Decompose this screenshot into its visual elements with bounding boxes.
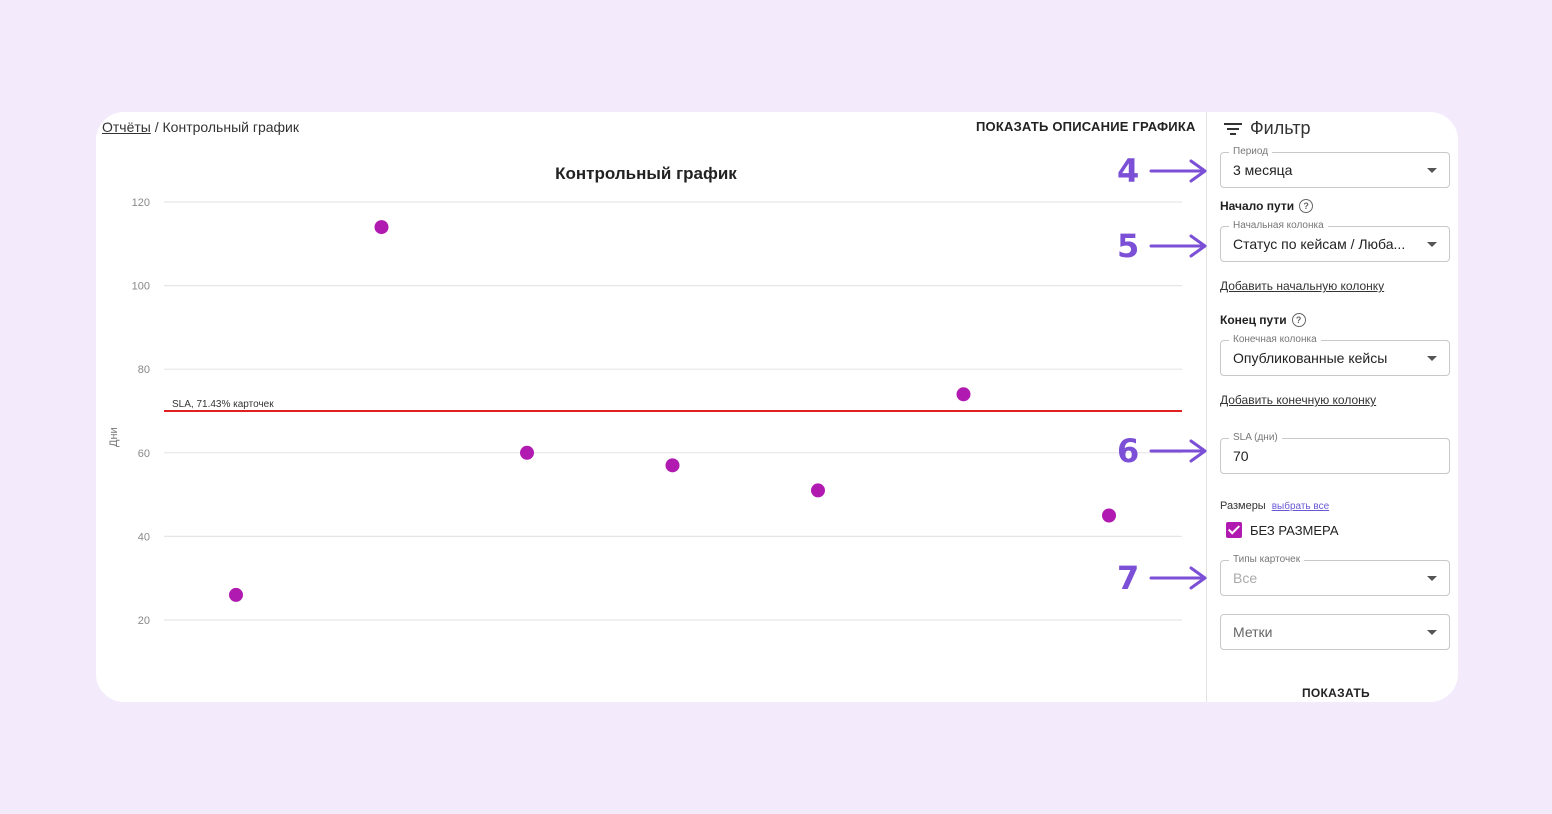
no-size-label: БЕЗ РАЗМЕРА [1250,522,1339,538]
checkbox-checked[interactable] [1226,522,1242,538]
annotation-7: 7 [1117,562,1209,594]
period-value: 3 месяца [1233,162,1293,178]
control-chart: 120 100 80 60 40 20 SLA, 71.43% карточек [132,197,1182,627]
card-types-select[interactable]: Типы карточек Все [1220,554,1450,596]
data-point[interactable] [665,458,680,473]
data-point[interactable] [229,587,243,602]
y-tick-label: 120 [132,197,150,209]
filter-title: Фильтр [1250,118,1311,138]
breadcrumb-reports-link[interactable]: Отчёты [102,119,151,135]
period-select[interactable]: Период 3 месяца [1220,146,1450,188]
arrow-right-icon [1149,234,1207,258]
annotation-6: 6 [1117,435,1209,467]
data-point[interactable] [1102,508,1116,523]
chart-title: Контрольный график [555,164,737,183]
annotation-5: 5 [1117,230,1209,262]
filter-header: Фильтр [1224,118,1310,139]
data-point[interactable] [374,220,389,235]
tags-placeholder: Метки [1233,624,1273,640]
annotation-number: 6 [1117,432,1140,470]
card-types-label: Типы карточек [1229,554,1305,566]
arrow-right-icon [1149,439,1207,463]
data-point[interactable] [956,387,971,402]
show-description-button[interactable]: ПОКАЗАТЬ ОПИСАНИЕ ГРАФИКА [976,119,1196,134]
annotation-4: 4 [1117,155,1209,187]
y-tick-label: 20 [138,615,150,627]
chevron-down-icon [1427,356,1437,361]
end-column-label: Конечная колонка [1229,334,1321,346]
card-types-value: Все [1233,570,1258,586]
breadcrumb-current: Контрольный график [162,119,299,135]
breadcrumb-separator: / [150,119,163,135]
annotation-number: 5 [1117,227,1140,265]
period-label: Период [1229,146,1273,158]
y-tick-label: 80 [138,364,150,376]
chevron-down-icon [1427,630,1437,635]
report-card: Отчёты / Контрольный график ПОКАЗАТЬ ОПИ… [96,112,1458,702]
start-column-label: Начальная колонка [1229,220,1328,232]
filter-icon [1224,122,1242,135]
start-column-select[interactable]: Начальная колонка Статус по кейсам / Люб… [1220,220,1450,262]
start-section-title: Начало пути ? [1220,199,1314,213]
annotation-number: 7 [1117,559,1140,597]
end-column-value: Опубликованные кейсы [1233,350,1388,366]
chevron-down-icon [1427,168,1437,173]
y-tick-label: 60 [138,448,150,460]
sizes-row: Размеры выбрать все [1220,500,1329,512]
arrow-right-icon [1149,159,1207,183]
y-tick-label: 40 [138,531,150,543]
help-icon[interactable]: ? [1291,313,1306,327]
sizes-label: Размеры [1220,500,1266,512]
annotation-number: 4 [1117,152,1140,190]
select-all-link[interactable]: выбрать все [1271,501,1330,512]
sla-value[interactable]: 70 [1233,448,1249,464]
tags-select[interactable]: Метки [1220,614,1450,650]
add-end-column-link[interactable]: Добавить конечную колонку [1220,393,1377,407]
y-tick-label: 100 [132,281,150,293]
show-button[interactable]: ПОКАЗАТЬ [1302,686,1370,700]
arrow-right-icon [1149,566,1207,590]
data-point[interactable] [520,445,534,460]
data-point[interactable] [811,483,825,498]
help-icon[interactable]: ? [1299,199,1314,213]
add-start-column-link[interactable]: Добавить начальную колонку [1220,279,1385,293]
no-size-checkbox-row[interactable]: БЕЗ РАЗМЕРА [1226,522,1339,538]
sla-label: SLA (дни) [1229,432,1282,444]
end-section-title: Конец пути ? [1220,313,1306,327]
breadcrumb: Отчёты / Контрольный график [102,119,299,135]
start-section-label: Начало пути [1220,199,1295,213]
chevron-down-icon [1427,576,1437,581]
start-column-value: Статус по кейсам / Люба... [1233,236,1406,252]
end-column-select[interactable]: Конечная колонка Опубликованные кейсы [1220,334,1450,376]
end-section-label: Конец пути [1220,313,1287,327]
panel-divider [1206,112,1207,702]
sla-line-label: SLA, 71.43% карточек [172,399,274,410]
sla-input[interactable]: SLA (дни) 70 [1220,432,1450,474]
chevron-down-icon [1427,242,1437,247]
